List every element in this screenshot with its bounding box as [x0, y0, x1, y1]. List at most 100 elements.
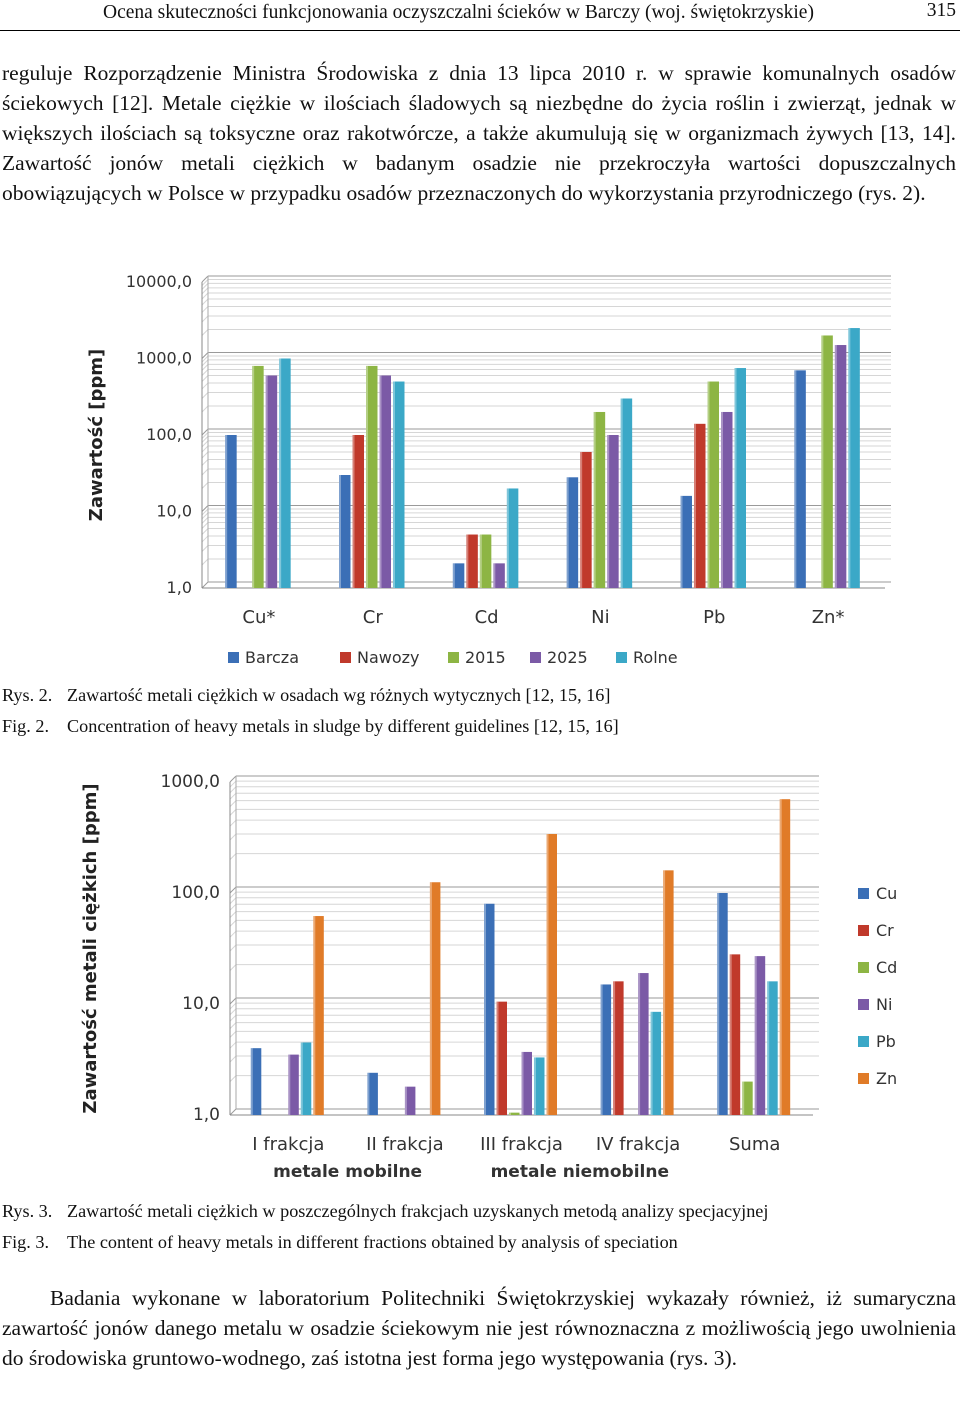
figure-3-caption-pl: Rys. 3. Zawartość metali ciężkich w poszc…	[2, 1200, 768, 1222]
legend-swatch-pb	[858, 1036, 869, 1047]
bar-barcza-5	[794, 370, 806, 588]
bar-barcza-3	[566, 477, 579, 588]
bar-highlight	[638, 973, 641, 1115]
figure-3-caption-en: Fig. 3. The content of heavy metals in di…	[2, 1231, 678, 1253]
bar-rolne-2	[506, 488, 519, 588]
bar-highlight	[404, 1086, 407, 1115]
bar-highlight	[613, 981, 616, 1115]
header-title: Ocena skuteczności funkcjonowania oczysz…	[103, 2, 814, 23]
bar-2025-2	[493, 563, 505, 588]
legend-label: Cd	[876, 958, 897, 977]
figure-2-caption-pl: Rys. 2. Zawartość metali ciężkich w osada…	[2, 684, 610, 706]
minor-gridline-side	[229, 930, 237, 938]
bar-highlight	[479, 534, 482, 588]
minor-gridline-side	[229, 853, 237, 860]
y-tick-label: 100,0	[146, 425, 192, 444]
minor-gridline-side	[201, 558, 209, 566]
bar-cu-0	[250, 1048, 262, 1115]
minor-gridline-side	[229, 1002, 237, 1010]
minor-gridline-side	[201, 545, 209, 552]
bar-highlight	[680, 495, 683, 588]
legend-swatch-rolne	[616, 652, 627, 663]
x-tick-label: Cd	[475, 607, 499, 628]
figure-2-caption-en-text: Concentration of heavy metals in sludge …	[67, 716, 619, 736]
bar-cr-3	[613, 981, 624, 1115]
bar-highlight	[452, 563, 455, 588]
bar-highlight	[580, 451, 583, 588]
minor-gridline-side	[229, 897, 237, 905]
figure-2-svg: 1,0 10,0 100,0 1000,0 10000,0 Cu* Cr Cd Ni Pb Zn* Z…	[86, 272, 891, 667]
bar-highlight	[607, 435, 610, 588]
minor-gridline-side	[229, 1008, 237, 1016]
bar-zn-0	[313, 916, 324, 1115]
group-label-nonmobile: metale niemobilne	[491, 1162, 669, 1182]
figure-3-caption-pl-text: Zawartość metali ciężkich w poszczególny…	[67, 1201, 769, 1221]
bar-highlight	[779, 799, 782, 1115]
x-tick-label: IV frakcja	[596, 1134, 680, 1155]
minor-gridline-side	[229, 1041, 237, 1049]
bar-highlight	[265, 375, 268, 588]
bar-highlight	[484, 903, 486, 1115]
minor-gridline-side	[201, 363, 209, 371]
minor-gridline-side	[201, 283, 209, 290]
bar-highlight	[225, 435, 228, 588]
bar-highlight	[288, 1054, 291, 1115]
bar-highlight	[767, 981, 770, 1115]
bar-cu-1	[367, 1072, 378, 1115]
minor-gridline-side	[229, 792, 237, 800]
bar-highlight	[546, 834, 549, 1115]
bar-2025-4	[721, 411, 733, 588]
bar-highlight	[534, 1057, 536, 1115]
bar-highlight	[821, 335, 824, 588]
minor-gridline-side	[229, 903, 237, 911]
bar-highlight	[367, 1072, 370, 1115]
minor-gridline-side	[201, 516, 209, 524]
legend-label: Rolne	[633, 648, 678, 667]
x-tick-label: Ni	[591, 607, 609, 628]
minor-gridline-side	[201, 451, 209, 459]
bar-highlight	[721, 411, 723, 588]
legend-swatch-cd	[858, 962, 869, 973]
legend-swatch-zn	[858, 1073, 869, 1084]
minor-gridline-side	[201, 359, 209, 367]
x-tick-label: Suma	[729, 1134, 780, 1155]
major-gridline-side	[201, 275, 209, 283]
minor-gridline-side	[229, 780, 237, 788]
legend-swatch-barcza	[228, 652, 239, 663]
bar-2015-5	[821, 335, 833, 588]
bar-rolne-3	[620, 398, 633, 588]
legend-label: Cr	[876, 921, 894, 940]
figure-3-caption-en-label: Fig. 3.	[2, 1232, 49, 1252]
bar-barcza-1	[339, 475, 351, 588]
y-tick-label: 10,0	[156, 502, 192, 521]
bar-rolne-1	[393, 381, 405, 588]
minor-gridline-side	[201, 355, 209, 363]
minor-gridline-side	[229, 1022, 237, 1029]
bar-highlight	[300, 1042, 303, 1115]
bar-cu-2	[484, 903, 495, 1115]
figure-3-caption-pl-label: Rys. 3.	[2, 1201, 53, 1221]
bar-highlight	[600, 984, 603, 1115]
x-tick-label: Cu*	[242, 607, 275, 628]
bar-zn-1	[429, 882, 441, 1115]
bar-highlight	[252, 365, 255, 588]
minor-gridline-side	[229, 819, 237, 827]
figure-2-caption-pl-label: Rys. 2.	[2, 685, 53, 705]
legend-swatch-nawozy	[340, 652, 351, 663]
bar-highlight	[848, 328, 851, 588]
x-tick-label: III frakcja	[480, 1134, 563, 1155]
bar-cd-2	[509, 1112, 520, 1115]
minor-gridline-side	[201, 315, 209, 323]
legend-label: 2025	[547, 648, 588, 667]
bar-barcza-2	[452, 563, 465, 588]
bar-cu-4	[717, 893, 728, 1115]
legend-label: Zn	[876, 1069, 897, 1088]
bar-highlight	[379, 375, 382, 588]
minor-gridline-side	[201, 306, 209, 313]
bar-highlight	[366, 365, 368, 588]
bar-nawozy-2	[466, 534, 478, 588]
bar-pb-0	[300, 1042, 312, 1115]
major-gridline-side	[229, 775, 237, 783]
minor-gridline-side	[201, 468, 209, 476]
major-gridline-side	[201, 505, 209, 512]
